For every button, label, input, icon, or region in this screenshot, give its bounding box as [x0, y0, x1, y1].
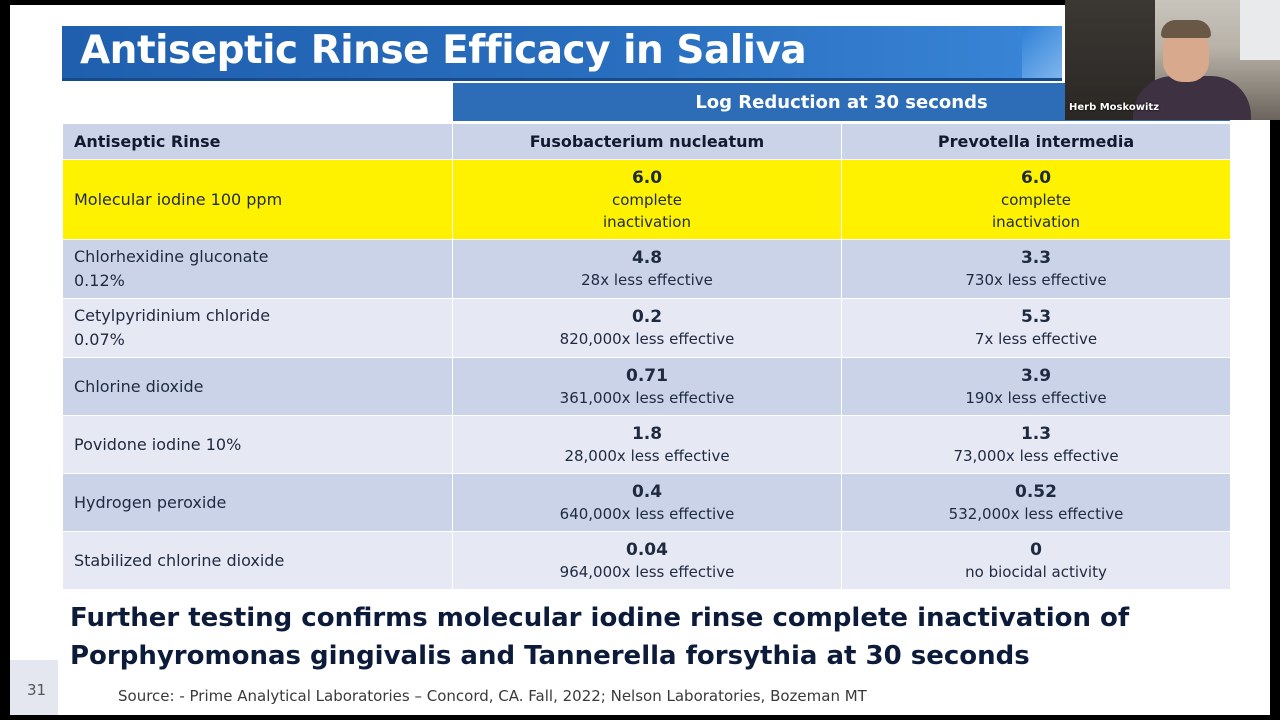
log-value: 6.0	[631, 167, 663, 188]
title-bar	[62, 26, 1062, 81]
table-row: Chlorine dioxide 0.71 361,000x less effe…	[62, 357, 1231, 416]
log-value: 0.71	[626, 365, 668, 386]
effect-description: 820,000x less effective	[559, 330, 735, 348]
column-header-fusobacterium: Fusobacterium nucleatum	[452, 123, 842, 160]
fusobacterium-cell: 4.8 28x less effective	[452, 239, 842, 299]
log-value: 0	[1030, 539, 1042, 560]
prevotella-cell: 6.0 complete inactivation	[841, 159, 1231, 240]
prevotella-cell: 0.52 532,000x less effective	[841, 473, 1231, 532]
efficacy-table: Antiseptic Rinse Fusobacterium nucleatum…	[62, 123, 1231, 590]
slide-title: Antiseptic Rinse Efficacy in Saliva	[80, 28, 807, 73]
effect-description: 730x less effective	[965, 271, 1107, 289]
fusobacterium-cell: 0.04 964,000x less effective	[452, 531, 842, 590]
source-citation: Source: - Prime Analytical Laboratories …	[118, 687, 867, 705]
effect-description: 532,000x less effective	[948, 504, 1124, 523]
fusobacterium-cell: 0.71 361,000x less effective	[452, 357, 842, 416]
title-accent	[1022, 26, 1062, 78]
participant-body	[1133, 76, 1251, 120]
rinse-name: Molecular iodine 100 ppm	[62, 159, 453, 240]
prevotella-cell: 3.3 730x less effective	[841, 239, 1231, 299]
prevotella-cell: 0 no biocidal activity	[841, 531, 1231, 590]
table-row: Chlorhexidine gluconate 0.12% 4.8 28x les…	[62, 239, 1231, 299]
rinse-name: Hydrogen peroxide	[62, 473, 453, 532]
column-header-prevotella: Prevotella intermedia	[841, 123, 1231, 160]
prevotella-cell: 3.9 190x less effective	[841, 357, 1231, 416]
key-finding-text: Further testing confirms molecular iodin…	[70, 599, 1210, 675]
column-header-rinse: Antiseptic Rinse	[62, 123, 453, 160]
table-row: Hydrogen peroxide 0.4 640,000x less effe…	[62, 473, 1231, 532]
table-row: Cetylpyridinium chloride 0.07% 0.2 820,00…	[62, 298, 1231, 358]
log-value: 3.9	[1020, 365, 1052, 386]
prevotella-cell: 5.3 7x less effective	[841, 298, 1231, 358]
effect-description: 964,000x less effective	[559, 562, 735, 581]
effect-description: 28x less effective	[581, 271, 713, 289]
table-row: Stabilized chlorine dioxide 0.04 964,000…	[62, 531, 1231, 590]
log-value: 0.52	[1015, 481, 1057, 502]
effect-description: 640,000x less effective	[559, 504, 735, 523]
background-window	[1240, 0, 1280, 60]
rinse-name: Povidone iodine 10%	[62, 415, 453, 474]
slide-number-box	[10, 660, 58, 715]
table-row: Povidone iodine 10% 1.8 28,000x less eff…	[62, 415, 1231, 474]
effect-description: complete inactivation	[603, 190, 691, 231]
fusobacterium-cell: 0.4 640,000x less effective	[452, 473, 842, 532]
effect-description: 73,000x less effective	[953, 446, 1119, 465]
rinse-name: Chlorine dioxide	[62, 357, 453, 416]
effect-description: 28,000x less effective	[564, 446, 730, 465]
log-value: 6.0	[1020, 167, 1052, 188]
participant-hair	[1161, 20, 1211, 38]
log-value: 5.3	[1020, 307, 1052, 327]
effect-description: 190x less effective	[965, 388, 1107, 407]
slide-number: 31	[27, 681, 47, 699]
log-value: 0.2	[631, 307, 663, 327]
log-value: 1.8	[631, 423, 663, 444]
key-finding-line-2: Porphyromonas gingivalis and Tannerella …	[70, 641, 1030, 671]
presentation-slide: Antiseptic Rinse Efficacy in Saliva Log …	[10, 5, 1270, 715]
participant-video-tile[interactable]: Herb Moskowitz	[1065, 0, 1280, 120]
prevotella-cell: 1.3 73,000x less effective	[841, 415, 1231, 474]
fusobacterium-cell: 1.8 28,000x less effective	[452, 415, 842, 474]
log-value: 3.3	[1020, 248, 1052, 268]
effect-description: complete inactivation	[992, 190, 1080, 231]
log-value: 1.3	[1020, 423, 1052, 444]
key-finding-line-1: Further testing confirms molecular iodin…	[70, 603, 1130, 633]
table-row: Molecular iodine 100 ppm 6.0 complete in…	[62, 159, 1231, 240]
effect-description: 361,000x less effective	[559, 388, 735, 407]
effect-description: 7x less effective	[974, 330, 1098, 348]
log-value: 0.04	[626, 539, 668, 560]
rinse-name: Chlorhexidine gluconate 0.12%	[62, 239, 453, 299]
participant-name-label: Herb Moskowitz	[1069, 102, 1160, 113]
effect-description: no biocidal activity	[965, 562, 1107, 581]
fusobacterium-cell: 0.2 820,000x less effective	[452, 298, 842, 358]
log-value: 4.8	[631, 248, 663, 268]
rinse-name: Stabilized chlorine dioxide	[62, 531, 453, 590]
fusobacterium-cell: 6.0 complete inactivation	[452, 159, 842, 240]
log-value: 0.4	[631, 481, 663, 502]
rinse-name: Cetylpyridinium chloride 0.07%	[62, 298, 453, 358]
